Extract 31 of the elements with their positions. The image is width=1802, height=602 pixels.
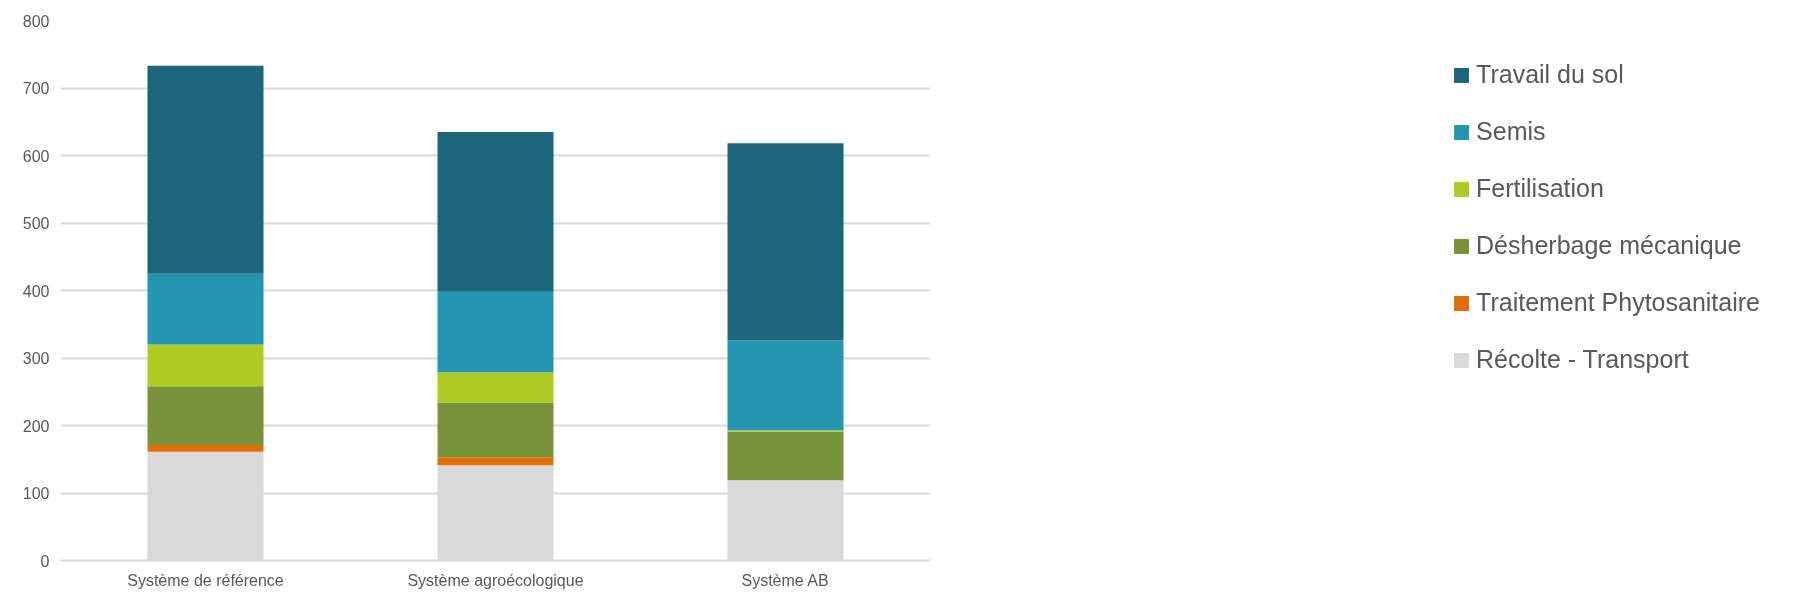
y-tick-label: 300 xyxy=(22,350,50,367)
legend-label: Travail du sol xyxy=(1476,60,1624,89)
bar xyxy=(147,273,264,345)
bar xyxy=(437,402,554,458)
legend-label: Fertilisation xyxy=(1476,174,1604,203)
legend-label: Semis xyxy=(1476,117,1546,146)
x-tick-label: Système agroécologique xyxy=(407,571,584,589)
bar xyxy=(437,291,554,373)
bar xyxy=(437,457,554,466)
x-tick-label: Système de référence xyxy=(127,571,284,589)
y-tick-label: 0 xyxy=(40,552,50,570)
y-tick-label: 700 xyxy=(22,80,50,97)
bar xyxy=(437,372,554,403)
bar xyxy=(147,65,264,274)
y-tick-label: 800 xyxy=(22,12,50,30)
bar xyxy=(727,431,844,481)
y-tick-label: 500 xyxy=(22,215,50,232)
x-tick-label: Système AB xyxy=(741,571,829,589)
legend-label: Désherbage mécanique xyxy=(1476,231,1742,260)
bar xyxy=(147,445,264,452)
bar xyxy=(727,143,844,341)
bar xyxy=(147,344,264,387)
legend-label: Récolte - Transport xyxy=(1476,345,1689,374)
bar xyxy=(437,131,554,292)
y-tick-label: 200 xyxy=(22,417,50,435)
y-tick-label: 600 xyxy=(22,147,50,165)
y-tick-label: 400 xyxy=(22,282,50,300)
legend-label: Traitement Phytosanitaire xyxy=(1476,288,1760,317)
bar xyxy=(727,340,844,431)
bar xyxy=(147,386,264,446)
y-tick-label: 100 xyxy=(22,485,50,502)
